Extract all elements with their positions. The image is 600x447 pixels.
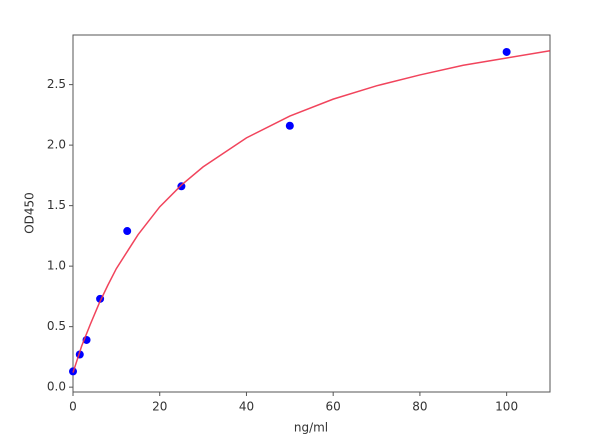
y-tick-label: 1.0 bbox=[47, 259, 66, 273]
x-tick-label: 20 bbox=[152, 400, 167, 414]
x-tick-label: 100 bbox=[495, 400, 518, 414]
y-tick-label: 0.0 bbox=[47, 380, 66, 394]
y-tick-label: 2.5 bbox=[47, 77, 66, 91]
x-axis-label: ng/ml bbox=[294, 421, 328, 435]
x-tick-label: 60 bbox=[326, 400, 341, 414]
x-tick-label: 80 bbox=[412, 400, 427, 414]
y-tick-label: 2.0 bbox=[47, 138, 66, 152]
fit-curve bbox=[72, 49, 551, 373]
y-tick-label: 1.5 bbox=[47, 198, 66, 212]
y-axis-label: OD450 bbox=[23, 192, 37, 234]
y-tick-label: 0.5 bbox=[47, 319, 66, 333]
x-tick-label: 0 bbox=[69, 400, 77, 414]
data-point bbox=[123, 227, 132, 236]
plot-frame bbox=[72, 34, 551, 393]
data-point bbox=[502, 47, 511, 56]
x-tick-label: 40 bbox=[239, 400, 254, 414]
data-point bbox=[285, 121, 294, 130]
